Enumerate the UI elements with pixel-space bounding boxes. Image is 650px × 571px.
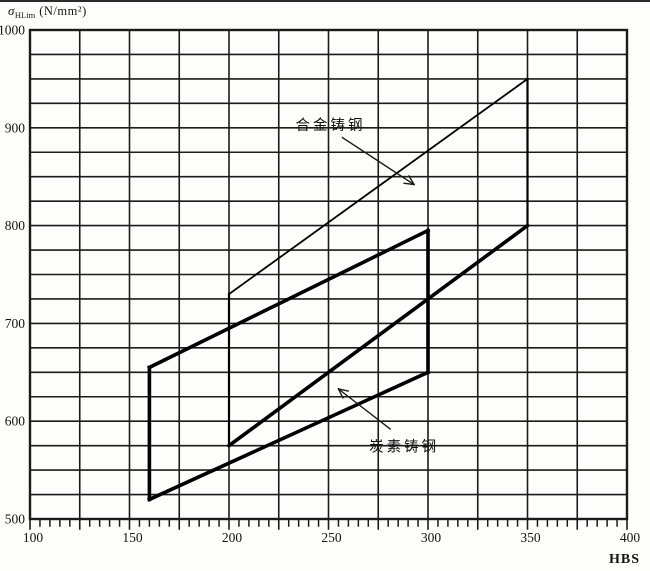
sigma-subscript: HLim: [14, 10, 36, 20]
y-tick-label: 500: [5, 512, 26, 527]
band-edge-alloy-cast-steel: [227, 77, 529, 296]
band-edge-carbon-cast-steel: [146, 228, 431, 370]
y-tick-label: 700: [5, 316, 26, 331]
sigma-symbol: σ: [8, 3, 15, 18]
x-tick-label: 250: [321, 530, 342, 545]
annotation-carbon-label: 炭素铸钢: [369, 439, 439, 456]
leader-arrowhead-alloy-label: [403, 182, 415, 186]
band-edge-alloy-cast-steel: [226, 223, 531, 449]
y-tick-label: 600: [5, 414, 26, 429]
scan-edge-artifact: [0, 0, 650, 2]
y-tick-label: 1000: [0, 23, 25, 38]
leader-arrowhead-carbon-label: [337, 387, 344, 399]
y-axis-units: (N/mm²): [39, 4, 87, 18]
x-tick-label: 150: [122, 530, 143, 545]
band-edge-carbon-cast-steel: [147, 369, 431, 502]
x-tick-label: 200: [222, 530, 243, 545]
x-tick-label: 300: [421, 530, 442, 545]
leader-arrowhead-alloy-label: [407, 174, 416, 186]
x-tick-label: 100: [23, 530, 44, 545]
leader-arrowhead-carbon-label: [337, 388, 350, 392]
plot-border: [28, 28, 629, 521]
annotation-alloy-label: 合金铸钢: [295, 117, 365, 134]
x-tick-label: 400: [620, 530, 641, 545]
y-tick-label: 900: [5, 120, 26, 135]
y-tick-label: 800: [5, 218, 26, 233]
x-tick-label: 350: [520, 530, 541, 545]
leader-line-carbon-label: [337, 387, 392, 431]
leader-line-alloy-label: [341, 136, 416, 186]
y-axis-title: σHLim (N/mm²): [8, 3, 87, 20]
x-axis-title: HBS: [608, 552, 640, 567]
